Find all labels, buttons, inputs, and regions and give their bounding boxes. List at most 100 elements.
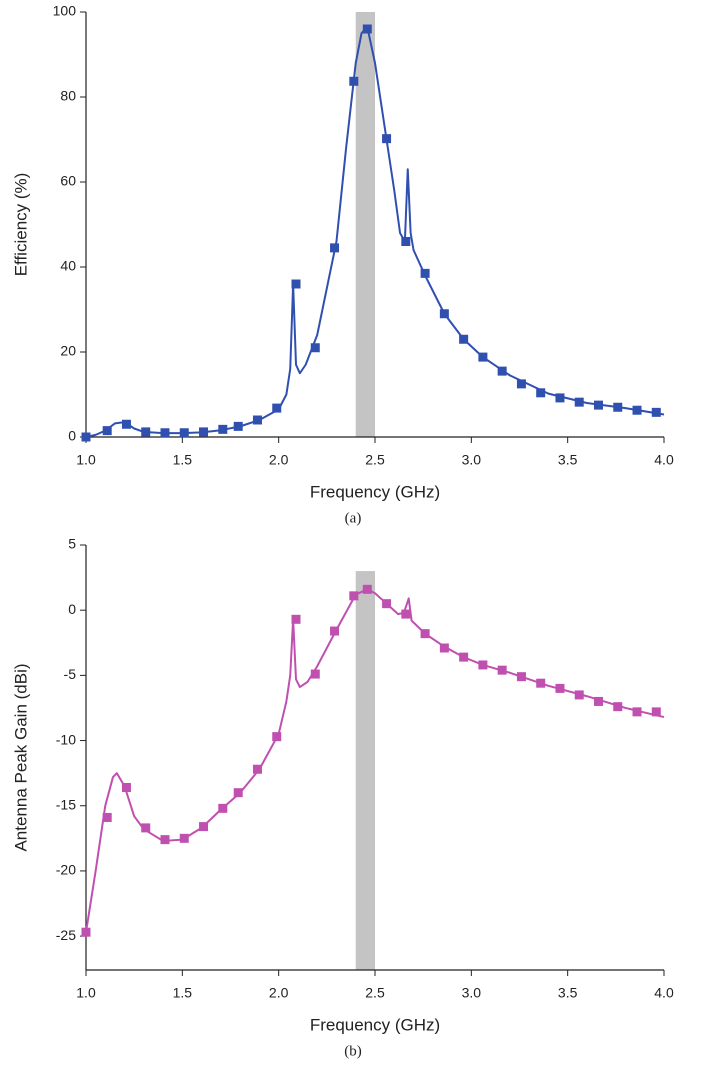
x-tick-label: 3.0 (462, 985, 482, 1001)
data-marker (310, 343, 320, 353)
data-marker (233, 788, 243, 798)
data-marker (613, 402, 623, 412)
data-marker (102, 426, 112, 436)
data-marker (233, 421, 243, 431)
y-tick-label: 80 (60, 88, 76, 104)
data-marker (121, 419, 131, 429)
data-marker (349, 76, 359, 86)
data-marker (199, 822, 209, 832)
data-marker (179, 833, 189, 843)
data-marker (613, 702, 623, 712)
x-tick-label: 1.0 (76, 985, 96, 1001)
data-marker (632, 405, 642, 415)
highlight-band (355, 12, 375, 437)
y-tick-label: 5 (68, 536, 76, 552)
data-marker (593, 400, 603, 410)
data-marker (272, 403, 282, 413)
data-marker (218, 803, 228, 813)
x-tick-label: 1.5 (173, 452, 193, 468)
data-marker (439, 309, 449, 319)
data-marker (574, 690, 584, 700)
data-marker (632, 707, 642, 717)
data-marker (555, 393, 565, 403)
data-marker (420, 629, 430, 639)
data-marker (310, 669, 320, 679)
y-tick-label: 40 (60, 258, 76, 274)
x-axis-title: Frequency (GHz) (310, 482, 440, 501)
x-tick-label: 1.5 (173, 985, 193, 1001)
data-marker (121, 782, 131, 792)
data-marker (252, 415, 262, 425)
y-tick-label: -5 (64, 666, 77, 682)
data-marker (497, 366, 507, 376)
data-marker (516, 672, 526, 682)
caption: (b) (344, 1043, 362, 1059)
data-marker (439, 643, 449, 653)
x-tick-label: 3.0 (462, 452, 482, 468)
data-marker (382, 599, 392, 609)
y-tick-label: 100 (53, 3, 77, 19)
data-marker (516, 379, 526, 389)
y-axis-title: Efficiency (%) (11, 173, 30, 277)
x-tick-label: 2.5 (365, 452, 385, 468)
y-tick-label: -25 (56, 927, 76, 943)
data-marker (362, 584, 372, 594)
data-marker (420, 268, 430, 278)
data-marker (536, 678, 546, 688)
data-marker (382, 134, 392, 144)
data-marker (459, 652, 469, 662)
data-marker (291, 279, 301, 289)
data-marker (218, 424, 228, 434)
data-marker (651, 707, 661, 717)
data-marker (349, 591, 359, 601)
x-tick-label: 4.0 (654, 452, 674, 468)
x-tick-label: 4.0 (654, 985, 674, 1001)
x-axis-title: Frequency (GHz) (310, 1015, 440, 1034)
data-marker (199, 427, 209, 437)
data-line (85, 588, 665, 933)
data-marker (459, 334, 469, 344)
data-marker (401, 609, 411, 619)
data-marker (179, 428, 189, 438)
caption: (a) (345, 510, 362, 526)
data-marker (160, 428, 170, 438)
data-marker (272, 732, 282, 742)
data-marker (330, 243, 340, 253)
x-tick-label: 2.5 (365, 985, 385, 1001)
data-marker (160, 835, 170, 845)
y-tick-label: -20 (56, 862, 76, 878)
data-marker (291, 614, 301, 624)
x-tick-label: 2.0 (269, 985, 289, 1001)
highlight-band (355, 571, 375, 970)
data-marker (478, 660, 488, 670)
y-tick-label: 0 (68, 428, 76, 444)
data-marker (102, 812, 112, 822)
x-tick-label: 3.5 (558, 452, 578, 468)
y-tick-label: -10 (56, 731, 76, 747)
data-marker (478, 352, 488, 362)
data-marker (252, 764, 262, 774)
data-marker (330, 626, 340, 636)
y-axis-title: Antenna Peak Gain (dBi) (11, 663, 30, 851)
data-marker (651, 407, 661, 417)
data-marker (536, 388, 546, 398)
y-tick-label: -15 (56, 796, 76, 812)
x-tick-label: 3.5 (558, 985, 578, 1001)
x-tick-label: 2.0 (269, 452, 289, 468)
y-tick-label: 60 (60, 173, 76, 189)
data-marker (141, 823, 151, 833)
data-marker (574, 397, 584, 407)
data-marker (141, 427, 151, 437)
data-marker (362, 24, 372, 34)
data-marker (81, 927, 91, 937)
data-marker (401, 237, 411, 246)
y-tick-label: 0 (68, 601, 76, 617)
data-marker (555, 683, 565, 693)
data-marker (593, 696, 603, 706)
y-tick-label: 20 (60, 343, 76, 359)
x-tick-label: 1.0 (76, 452, 96, 468)
data-marker (497, 665, 507, 675)
data-marker (81, 432, 91, 442)
